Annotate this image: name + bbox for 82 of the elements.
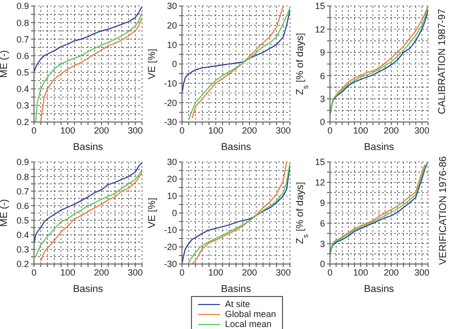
x-tick-label: 200: [384, 125, 399, 136]
x-tick-label: 300: [128, 267, 143, 278]
x-axis-title: Basins: [364, 284, 394, 295]
y-tick-label: 9: [320, 48, 325, 58]
x-tick-label: 100: [208, 125, 224, 136]
y-tick-label: -30: [164, 259, 177, 270]
y-tick-label: 10: [166, 40, 177, 50]
x-tick-label: 200: [94, 125, 110, 136]
x-tick-label: 0: [179, 125, 185, 136]
y-axis-title: VE [%]: [147, 198, 158, 228]
x-tick-label: 0: [31, 267, 37, 278]
y-tick-label: 0.3: [16, 100, 29, 111]
y-tick-label: 3: [320, 94, 325, 104]
legend-label: Local mean: [224, 319, 272, 329]
legend-label: Global mean: [224, 309, 276, 319]
y-tick-label: 3: [320, 238, 325, 249]
x-tick-label: 300: [414, 267, 430, 278]
y-tick-label: 6: [320, 218, 325, 228]
x-tick-label: 200: [242, 125, 258, 136]
x-tick-label: 100: [208, 267, 224, 278]
y-tick-label: -20: [164, 98, 177, 108]
x-tick-label: 100: [353, 125, 368, 136]
legend-label: At site: [224, 299, 250, 309]
y-tick-label: 0.6: [16, 50, 29, 61]
x-tick-label: 200: [242, 267, 258, 278]
x-axis-title: Basins: [72, 142, 104, 153]
y-tick-label: 30: [166, 1, 177, 12]
x-tick-label: 300: [276, 267, 291, 278]
y-tick-label: 0: [320, 117, 325, 128]
y-tick-label: 0.9: [16, 1, 29, 12]
y-tick-label: 0.3: [16, 244, 29, 255]
y-tick-label: 0.4: [16, 84, 29, 94]
x-tick-label: 200: [94, 267, 110, 278]
y-tick-label: -20: [164, 242, 177, 252]
y-tick-label: 0.7: [16, 186, 29, 196]
x-tick-label: 100: [60, 125, 76, 136]
y-tick-label: 0.5: [16, 67, 29, 78]
x-axis-title: Basins: [72, 284, 104, 295]
y-tick-label: 0.8: [16, 172, 29, 182]
x-axis-title: Basins: [220, 142, 252, 153]
y-tick-label: 30: [166, 157, 177, 168]
y-tick-label: 0.7: [16, 34, 29, 44]
x-tick-label: 0: [327, 267, 333, 278]
y-tick-label: 10: [166, 191, 177, 202]
x-tick-label: 0: [179, 267, 185, 278]
x-tick-label: 200: [384, 267, 399, 278]
text: VERIFICATION 1976-86: [438, 156, 448, 264]
x-tick-label: 300: [414, 125, 430, 136]
y-tick-label: 0: [172, 208, 177, 218]
y-axis-title: ME (-): [0, 50, 10, 78]
y-tick-label: 0.5: [16, 215, 29, 226]
y-tick-label: -30: [164, 117, 177, 128]
x-tick-label: 300: [276, 125, 291, 136]
y-tick-label: 9: [320, 198, 325, 208]
x-tick-label: 100: [353, 267, 368, 278]
y-tick-label: 0: [320, 259, 325, 270]
y-tick-label: 0: [172, 59, 177, 70]
y-tick-label: -10: [164, 78, 177, 89]
y-tick-label: 0.4: [16, 230, 29, 240]
y-tick-label: 20: [166, 20, 177, 31]
x-tick-label: 0: [31, 125, 37, 136]
y-tick-label: 12: [314, 24, 325, 34]
x-tick-label: 100: [60, 267, 76, 278]
x-axis-title: Basins: [364, 142, 394, 153]
y-tick-label: 6: [320, 70, 325, 81]
y-tick-label: 0.2: [16, 117, 29, 128]
y-tick-label: 0.9: [16, 157, 29, 168]
y-tick-label: 20: [166, 174, 177, 184]
y-tick-label: 12: [314, 178, 325, 188]
y-tick-label: 0.6: [16, 200, 29, 211]
y-tick-label: 15: [314, 157, 325, 168]
y-axis-title: VE [%]: [147, 48, 158, 80]
x-tick-label: 300: [128, 125, 143, 136]
x-axis-title: Basins: [220, 284, 252, 295]
text: CALIBRATION 1987-97: [438, 8, 449, 114]
line-series: [182, 9, 290, 94]
y-tick-label: -10: [164, 225, 177, 236]
y-tick-label: 0.2: [16, 259, 29, 270]
x-tick-label: 0: [327, 125, 333, 136]
y-axis-title: ME (-): [0, 199, 10, 227]
y-tick-label: 0.8: [16, 18, 29, 28]
y-tick-label: 15: [314, 1, 325, 12]
